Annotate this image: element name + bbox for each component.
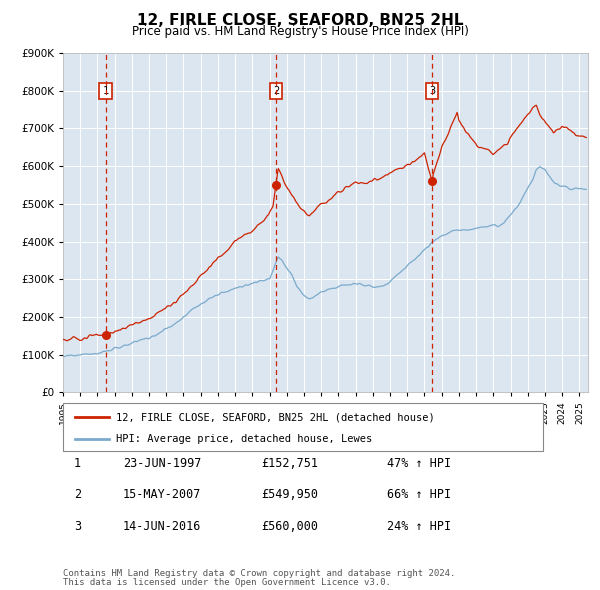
Text: HPI: Average price, detached house, Lewes: HPI: Average price, detached house, Lewe…: [116, 434, 372, 444]
Text: £152,751: £152,751: [261, 457, 318, 470]
Text: 1: 1: [74, 457, 81, 470]
Text: Price paid vs. HM Land Registry's House Price Index (HPI): Price paid vs. HM Land Registry's House …: [131, 25, 469, 38]
Text: 2: 2: [74, 488, 81, 501]
Text: £560,000: £560,000: [261, 520, 318, 533]
Text: 23-JUN-1997: 23-JUN-1997: [123, 457, 202, 470]
Text: 66% ↑ HPI: 66% ↑ HPI: [387, 488, 451, 501]
FancyBboxPatch shape: [63, 403, 543, 451]
Text: 2: 2: [273, 86, 279, 96]
Text: 24% ↑ HPI: 24% ↑ HPI: [387, 520, 451, 533]
Text: 3: 3: [74, 520, 81, 533]
Text: 47% ↑ HPI: 47% ↑ HPI: [387, 457, 451, 470]
Text: 12, FIRLE CLOSE, SEAFORD, BN25 2HL (detached house): 12, FIRLE CLOSE, SEAFORD, BN25 2HL (deta…: [116, 412, 434, 422]
Text: 15-MAY-2007: 15-MAY-2007: [123, 488, 202, 501]
Text: 3: 3: [429, 86, 436, 96]
Text: Contains HM Land Registry data © Crown copyright and database right 2024.: Contains HM Land Registry data © Crown c…: [63, 569, 455, 578]
Text: This data is licensed under the Open Government Licence v3.0.: This data is licensed under the Open Gov…: [63, 578, 391, 588]
Text: 14-JUN-2016: 14-JUN-2016: [123, 520, 202, 533]
Text: 12, FIRLE CLOSE, SEAFORD, BN25 2HL: 12, FIRLE CLOSE, SEAFORD, BN25 2HL: [137, 13, 463, 28]
Text: £549,950: £549,950: [261, 488, 318, 501]
Text: 1: 1: [103, 86, 109, 96]
